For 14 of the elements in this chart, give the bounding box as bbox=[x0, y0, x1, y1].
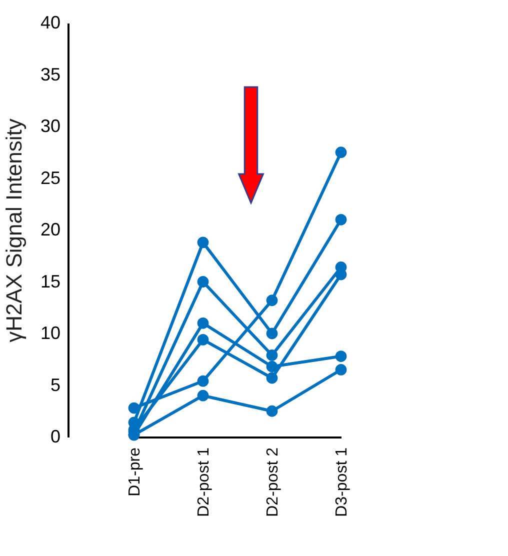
x-tick-label: D2-post 1 bbox=[196, 447, 212, 517]
y-tick-label: 15 bbox=[40, 271, 60, 292]
y-tick-label: 10 bbox=[40, 323, 60, 343]
y-tick-label: 5 bbox=[50, 374, 60, 395]
y-tick-label: 20 bbox=[40, 220, 60, 240]
y-tick-label: 25 bbox=[40, 168, 60, 188]
x-tick-label: D1-pre bbox=[126, 447, 144, 496]
y-tick-label: 0 bbox=[50, 426, 60, 446]
y-tick-label: 30 bbox=[40, 116, 60, 136]
x-tick-label: D2-post 2 bbox=[264, 447, 282, 517]
y-tick-label: 40 bbox=[40, 12, 60, 32]
y-tick-label: 35 bbox=[40, 64, 60, 84]
x-tick-label: D3-post 1 bbox=[334, 447, 350, 517]
y-axis-title: γH2AX Signal Intensity bbox=[1, 118, 26, 342]
